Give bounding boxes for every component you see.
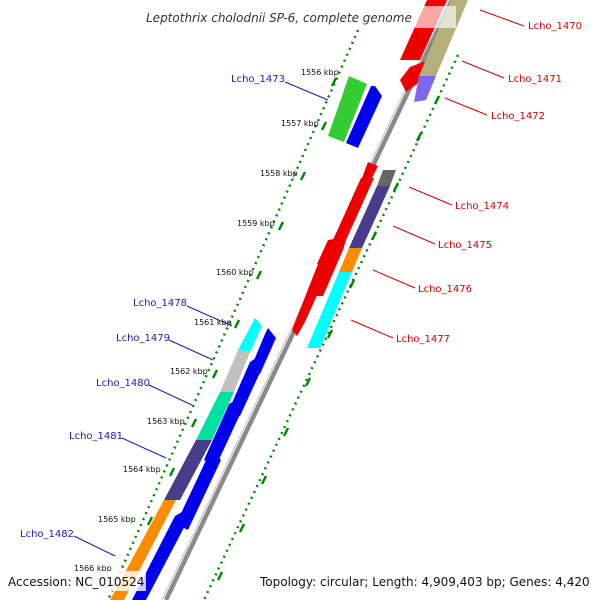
gene-lcho-1470-top-nub [456, 0, 468, 10]
gene-lcho-1474-block[interactable] [377, 170, 396, 186]
accession-backdrop [4, 571, 146, 591]
ruler-tick-label: 1561 kbp [194, 318, 232, 327]
ruler-tick-label: 1556 kbp [301, 68, 339, 77]
gene-lcho-1474-red-a[interactable] [362, 162, 378, 178]
tick-mark [415, 132, 423, 142]
tick-mark [255, 270, 263, 280]
gene-label-lcho-1479[interactable]: Lcho_1479 [116, 333, 170, 344]
gene-label-lcho-1470[interactable]: Lcho_1470 [528, 21, 582, 32]
tick-mark [304, 377, 312, 387]
tick-mark [168, 467, 176, 477]
gene-lcho-1472-block[interactable] [414, 76, 436, 102]
ruler-tick-label: 1562 kbp [170, 367, 208, 376]
gene-lcho-1480-block[interactable] [196, 392, 234, 440]
leader-lcho-1471 [461, 60, 505, 79]
gene-label-lcho-1480[interactable]: Lcho_1480 [96, 378, 150, 389]
tick-mark [392, 182, 400, 192]
tick-mark [348, 279, 356, 289]
gene-label-lcho-1473[interactable]: Lcho_1473 [231, 74, 285, 85]
leader-lcho-1475 [392, 225, 436, 245]
gene-lcho-1475-red-b[interactable] [317, 238, 340, 264]
tick-mark [320, 121, 328, 131]
tick-mark [299, 171, 307, 181]
tick-mark [433, 95, 441, 105]
gene-lcho-1475-red-c[interactable] [292, 264, 331, 336]
gene-lcho-1473-arrow[interactable] [346, 86, 382, 148]
leader-lcho-1478 [186, 305, 233, 327]
gene-lcho-1476-block[interactable] [339, 248, 362, 272]
tick-mark [233, 319, 241, 329]
topology-text: Topology: circular; Length: 4,909,403 bp… [259, 575, 590, 589]
gene-label-lcho-1475[interactable]: Lcho_1475 [438, 240, 492, 251]
blue-arrow-3[interactable] [204, 400, 243, 466]
gene-label-lcho-1477[interactable]: Lcho_1477 [396, 334, 450, 345]
ruler-tick-label: 1565 kbp [98, 515, 136, 524]
topology-backdrop [256, 571, 594, 591]
leader-lcho-1472 [444, 97, 488, 116]
gene-lcho-1478-block[interactable] [238, 318, 262, 352]
ruler-tick-label: 1564 kbp [123, 465, 161, 474]
inner-ruler-major-ticks [216, 95, 441, 581]
gene-label-lcho-1482[interactable]: Lcho_1482 [20, 529, 74, 540]
accession-text: Accession: NC_010524 [8, 575, 144, 589]
gene-lcho-1473-block[interactable] [328, 76, 367, 142]
ruler-tick-label: 1558 kbp [260, 169, 298, 178]
ruler-tick-label: 1559 kbp [237, 219, 275, 228]
tick-mark [330, 77, 338, 87]
gene-lcho-1475-block[interactable] [349, 186, 390, 248]
blue-arrow-4[interactable] [176, 452, 221, 530]
tick-mark [326, 329, 334, 339]
tick-mark [216, 571, 224, 581]
leader-lcho-1479 [168, 339, 214, 361]
tick-mark [238, 523, 246, 533]
leader-lcho-1482 [73, 535, 116, 557]
tick-mark [146, 516, 154, 526]
gene-lcho-1479-block[interactable] [220, 350, 250, 392]
inner-dotted-ruler [202, 54, 460, 600]
gene-label-lcho-1481[interactable]: Lcho_1481 [69, 431, 123, 442]
gene-label-lcho-1474[interactable]: Lcho_1474 [455, 201, 509, 212]
outer-dotted-ruler [106, 29, 360, 600]
title-backdrop [140, 6, 456, 28]
gene-label-lcho-1478[interactable]: Lcho_1478 [133, 298, 187, 309]
ruler-tick-label: 1563 kbp [147, 417, 185, 426]
tick-mark [260, 475, 268, 485]
ruler-tick-label: 1557 kbp [281, 119, 319, 128]
leader-lines [73, 9, 525, 557]
leader-lcho-1481 [121, 437, 167, 459]
gene-label-lcho-1471[interactable]: Lcho_1471 [508, 74, 562, 85]
gene-lcho-1474-red-b[interactable] [333, 178, 374, 240]
leader-lcho-1470 [479, 9, 525, 27]
tick-mark [370, 231, 378, 241]
leader-lcho-1477 [350, 319, 394, 339]
gene-label-lcho-1472[interactable]: Lcho_1472 [491, 111, 545, 122]
tick-mark [282, 427, 290, 437]
gene-lcho-1477-block[interactable] [307, 272, 352, 348]
tick-mark [277, 221, 285, 231]
gene-lcho-1481-block[interactable] [164, 440, 212, 500]
gene-label-lcho-1476[interactable]: Lcho_1476 [418, 284, 472, 295]
leader-lcho-1476 [372, 269, 416, 289]
ruler-tick-label: 1560 kbp [216, 268, 254, 277]
map-title: Leptothrix cholodnii SP-6, complete geno… [146, 11, 412, 25]
leader-lcho-1474 [408, 186, 453, 206]
leader-lcho-1473 [284, 81, 329, 101]
gene-lcho-1470-arrowhead[interactable] [400, 60, 429, 92]
ruler-tick-label: 1566 kbp [74, 564, 112, 573]
leader-lcho-1480 [148, 384, 193, 406]
tick-mark [211, 369, 219, 379]
tick-mark [190, 418, 198, 428]
